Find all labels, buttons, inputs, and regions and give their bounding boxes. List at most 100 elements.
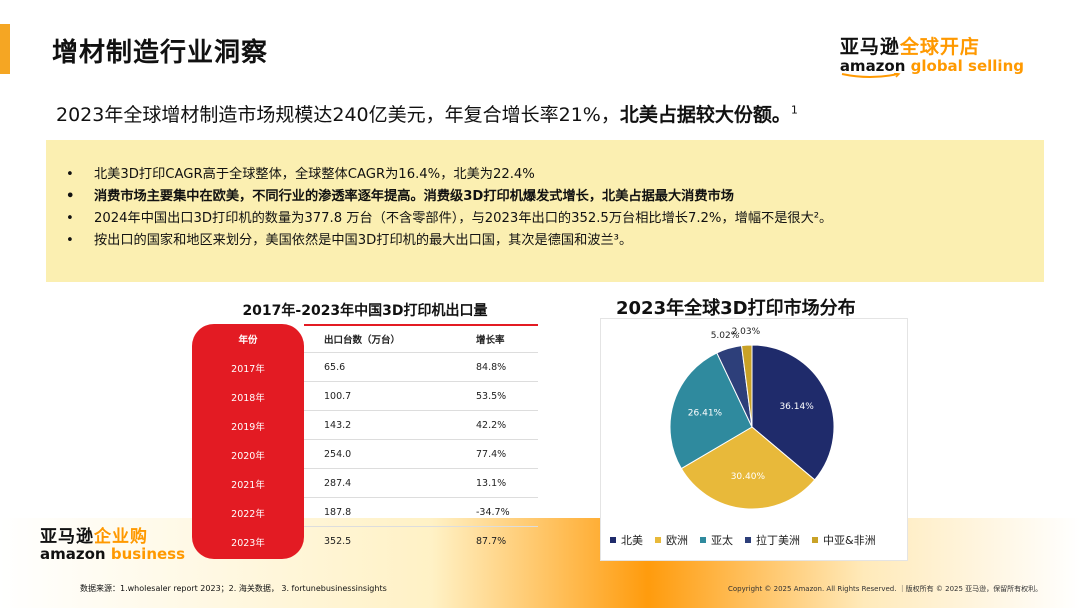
- row-divider: [304, 410, 538, 411]
- cell-growth: 84.8%: [476, 362, 507, 373]
- biz-en-orange: business: [110, 545, 186, 563]
- cell-year: 2020年: [231, 450, 265, 462]
- brand-en: amazon global selling: [840, 57, 1024, 75]
- pie-label-latin-america: 5.02%: [711, 331, 740, 341]
- row-divider: [304, 497, 538, 498]
- bullet-marker: •: [66, 233, 74, 248]
- market-share-pie-chart: 36.14% 30.40% 26.41% 5.02%2.03%: [669, 327, 835, 510]
- legend-swatch: [610, 537, 616, 543]
- biz-en-black: amazon: [40, 545, 106, 563]
- cell-growth: 42.2%: [476, 420, 507, 431]
- legend-item: 北美: [610, 532, 643, 548]
- pie-slice-asia-pacific: [669, 352, 753, 470]
- legend-label: 亚太: [711, 534, 733, 547]
- pie-label-central-asia-africa: 2.03%: [732, 327, 761, 337]
- bullet-text: 北美3D打印CAGR高于全球整体，全球整体CAGR为16.4%，北美为22.4%: [94, 167, 535, 182]
- biz-cn: 亚马逊企业购: [40, 522, 185, 547]
- bullet-text: 2024年中国出口3D打印机的数量为377.8 万台（不含零部件），与2023年…: [94, 211, 833, 226]
- amazon-business-logo: 亚马逊企业购 amazon business: [40, 522, 185, 563]
- table-row: 2021年 287.4 13.1%: [192, 469, 538, 498]
- row-divider: [304, 352, 538, 353]
- table-row: 2020年 254.0 77.4%: [192, 440, 538, 469]
- bullet-marker: •: [66, 167, 74, 182]
- cell-units: 352.5: [324, 536, 352, 547]
- row-divider: [304, 468, 538, 469]
- export-table: 年份 出口台数（万台） 增长率 2017年 65.6 84.8% 2018年 1…: [192, 324, 538, 559]
- legend-label: 欧洲: [666, 534, 688, 547]
- pie-slice-central-asia-africa: [741, 344, 753, 428]
- headline-footnote: 1: [790, 103, 798, 117]
- legend-swatch: [745, 537, 751, 543]
- pie-slice-europe: [680, 426, 816, 510]
- cell-growth: 53.5%: [476, 391, 507, 402]
- legend-label: 北美: [621, 534, 643, 547]
- pie-label-europe: 30.40%: [731, 472, 766, 482]
- pie-slice-north-america: [751, 344, 835, 481]
- legend-item: 亚太: [700, 532, 733, 548]
- biz-cn-black: 亚马逊: [40, 527, 94, 547]
- headline-text: 2023年全球增材制造市场规模达240亿美元，年复合增长率21%，: [56, 104, 620, 126]
- row-divider: [304, 381, 538, 382]
- bullet-item: • 北美3D打印CAGR高于全球整体，全球整体CAGR为16.4%，北美为22.4…: [66, 164, 1024, 186]
- headline-bold: 北美占据较大份额。: [619, 104, 791, 126]
- brand-cn: 亚马逊全球开店: [840, 32, 1024, 59]
- biz-cn-orange: 企业购: [94, 527, 148, 547]
- amazon-smile-icon: [841, 73, 901, 78]
- title-accent-bar: [0, 24, 10, 74]
- table-header-row: 年份 出口台数（万台） 增长率: [192, 324, 538, 353]
- bullet-marker: •: [66, 211, 74, 226]
- cell-units: 65.6: [324, 362, 346, 373]
- cell-units: 100.7: [324, 391, 352, 402]
- amazon-global-selling-logo: 亚马逊全球开店 amazon global selling: [840, 32, 1024, 79]
- cell-year: 2021年: [231, 479, 265, 491]
- bullet-marker: •: [66, 189, 75, 204]
- cell-year: 2022年: [231, 508, 265, 520]
- pie-legend: 北美 欧洲 亚太 拉丁美洲 中亚&非洲: [610, 532, 888, 548]
- header-units: 出口台数（万台）: [324, 334, 401, 346]
- table-row: 2022年 187.8 -34.7%: [192, 498, 538, 527]
- legend-item: 中亚&非洲: [812, 532, 876, 548]
- cell-year: 2019年: [231, 421, 265, 433]
- legend-item: 拉丁美洲: [745, 532, 800, 548]
- biz-en: amazon business: [40, 545, 185, 563]
- table-top-rule: [304, 324, 538, 326]
- cell-units: 187.8: [324, 507, 352, 518]
- insight-bullet-box: • 北美3D打印CAGR高于全球整体，全球整体CAGR为16.4%，北美为22.4…: [46, 140, 1044, 282]
- bullet-item: • 消费市场主要集中在欧美，不同行业的渗透率逐年提高。消费级3D打印机爆发式增长，…: [66, 186, 1024, 208]
- legend-item: 欧洲: [655, 532, 688, 548]
- header-year: 年份: [238, 334, 258, 346]
- header-growth: 增长率: [476, 334, 505, 346]
- legend-label: 拉丁美洲: [756, 534, 800, 547]
- table-row: 2019年 143.2 42.2%: [192, 411, 538, 440]
- legend-swatch: [655, 537, 661, 543]
- cell-year: 2023年: [231, 537, 265, 549]
- row-divider: [304, 526, 538, 527]
- year-column-background: [192, 324, 304, 559]
- cell-units: 254.0: [324, 449, 352, 460]
- pie-label-north-america: 36.14%: [779, 402, 814, 412]
- page-title: 增材制造行业洞察: [52, 38, 269, 68]
- table-row: 2018年 100.7 53.5%: [192, 382, 538, 411]
- cell-growth: -34.7%: [476, 507, 510, 518]
- legend-swatch: [700, 537, 706, 543]
- cell-year: 2017年: [231, 363, 265, 375]
- brand-cn-orange: 全球开店: [899, 36, 980, 58]
- table-row: 2017年 65.6 84.8%: [192, 353, 538, 382]
- data-source-note: 数据来源：1.wholesaler report 2023；2. 海关数据， 3…: [80, 584, 387, 593]
- brand-en-orange: global selling: [910, 57, 1024, 75]
- table-row: 2023年 352.5 87.7%: [192, 527, 538, 556]
- cell-growth: 77.4%: [476, 449, 507, 460]
- legend-label: 中亚&非洲: [823, 534, 876, 547]
- legend-swatch: [812, 537, 818, 543]
- export-table-title: 2017年-2023年中国3D打印机出口量: [242, 303, 488, 319]
- headline-statement: 2023年全球增材制造市场规模达240亿美元，年复合增长率21%，北美占据较大份…: [56, 100, 798, 127]
- brand-cn-black: 亚马逊: [839, 36, 900, 58]
- cell-units: 287.4: [324, 478, 352, 489]
- pie-label-asia-pacific: 26.41%: [688, 409, 723, 419]
- bullet-text: 按出口的国家和地区来划分，美国依然是中国3D打印机的最大出口国，其次是德国和波兰…: [94, 233, 633, 248]
- bullet-item: • 按出口的国家和地区来划分，美国依然是中国3D打印机的最大出口国，其次是德国和波…: [66, 230, 1024, 252]
- brand-en-black: amazon: [839, 57, 906, 75]
- row-divider: [304, 439, 538, 440]
- bullet-item: • 2024年中国出口3D打印机的数量为377.8 万台（不含零部件），与2023…: [66, 208, 1024, 230]
- pie-chart-title: 2023年全球3D打印市场分布: [616, 298, 856, 319]
